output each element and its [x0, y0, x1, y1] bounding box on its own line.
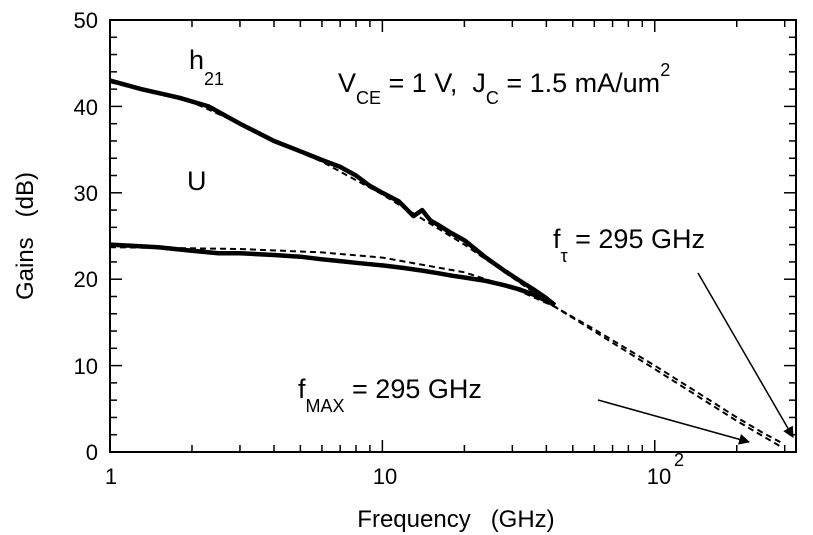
ft-sub: τ — [561, 246, 568, 266]
fmax-main: f — [298, 374, 306, 404]
x-tick-label: 1 — [105, 464, 117, 489]
series-line-u — [109, 242, 556, 308]
y-tick-label: 0 — [86, 440, 98, 465]
u-label: U — [187, 166, 207, 196]
y-tick-label: 20 — [74, 267, 98, 292]
cond-ce-sub: CE — [356, 88, 381, 108]
fmax-arrow — [597, 399, 751, 445]
x-tick-exponent: 2 — [674, 450, 684, 470]
ft-rest: = 295 GHz — [568, 224, 705, 254]
h21-label: h21 — [189, 45, 224, 89]
series-line-h21-fit — [109, 81, 784, 449]
cond-c-sub: C — [486, 88, 499, 108]
x-tick-label: 10 — [373, 464, 397, 489]
cond-sup: 2 — [660, 60, 670, 80]
x-tick-label: 10 — [647, 464, 671, 489]
cond-mid: = 1 V, J — [381, 68, 486, 98]
fmax-label: fMAX = 295 GHz — [298, 374, 482, 416]
series-layer — [109, 78, 784, 449]
series-line-h21 — [109, 78, 557, 307]
ft-main: f — [553, 224, 561, 254]
y-axis-label: Gains (dB) — [12, 172, 39, 300]
y-tick-label: 50 — [74, 8, 98, 33]
h21-main: h — [189, 45, 204, 75]
plot-frame — [109, 19, 797, 453]
y-tick-label: 40 — [74, 95, 98, 120]
bias-conditions-label: VCE = 1 V, JC = 1.5 mA/um2 — [338, 60, 670, 108]
cond-v: V — [338, 68, 356, 98]
ft-arrow — [697, 272, 794, 438]
fmax-sub: MAX — [306, 396, 345, 416]
y-tick-label: 10 — [74, 354, 98, 379]
y-tick-label: 30 — [74, 181, 98, 206]
x-axis-label: Frequency (GHz) — [357, 506, 554, 533]
h21-subscript: 21 — [204, 69, 224, 89]
cond-tail: = 1.5 mA/um — [499, 68, 660, 98]
series-line-u-fit — [109, 246, 784, 445]
fmax-rest: = 295 GHz — [345, 374, 482, 404]
ft-label: fτ = 295 GHz — [553, 224, 705, 266]
